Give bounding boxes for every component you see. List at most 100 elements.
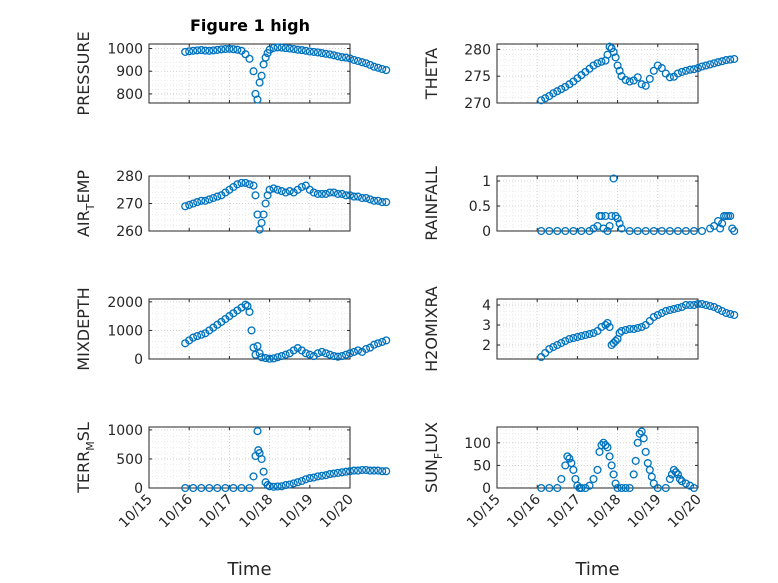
data-point [563,452,572,461]
data-point [181,47,190,56]
data-point [265,354,274,363]
data-point [247,326,256,335]
data-point [633,73,642,82]
data-point [301,46,310,55]
subplot-pressure: 800 900 1000 PRESSURE [74,31,391,116]
data-point [609,470,618,479]
data-point [205,46,214,55]
data-point [265,45,274,54]
data-point [629,324,638,334]
axes-box [148,43,351,104]
y-tick-label: 3 [482,318,491,334]
data-point [333,52,342,61]
data-point [341,467,351,476]
y-axis-label: TERRMSL [74,422,97,494]
data-point [293,45,302,54]
data-point [633,226,642,236]
data-point [297,182,306,192]
data-point [657,226,666,236]
data-point [685,481,695,490]
data-series [181,427,391,493]
y-tick-label: 100 [464,436,491,452]
data-series [537,174,739,236]
data-point [661,483,670,493]
minor-grid [149,299,350,359]
y-tick-label: 0 [134,481,143,497]
data-point [601,320,610,330]
data-point [313,48,322,57]
y-tick-label: 4 [482,298,491,314]
data-point [378,337,387,346]
data-point [181,202,190,211]
x-tick-label: 10/19 [625,492,665,532]
x-tick-label: 10/16 [504,491,544,531]
data-point [685,65,695,74]
data-point [251,191,260,200]
data-point [577,226,586,236]
data-point [229,483,238,493]
data-point [193,198,202,207]
data-point [605,221,614,231]
y-tick-label: 0 [482,224,491,240]
axes-box [148,298,351,360]
data-point [537,483,546,493]
data-series [181,300,391,363]
data-point [665,73,674,82]
data-series [181,178,391,234]
minor-grid [497,44,698,103]
data-point [305,47,314,56]
data-point [657,64,666,73]
data-point [621,483,630,493]
data-point [581,330,590,340]
data-point [382,336,391,345]
data-point [345,467,355,476]
data-point [726,55,735,64]
data-point [569,226,578,236]
data-point [665,305,674,315]
data-point [181,483,190,493]
data-point [309,47,318,56]
data-point [374,196,383,205]
data-point [599,438,608,447]
data-point [716,224,725,233]
y-axis-label: H2OMIXRA [422,286,441,372]
data-point [553,483,562,493]
data-point [378,467,387,476]
data-point [681,300,690,310]
data-point [241,50,250,59]
y-axis-label: MIXDEPTH [74,287,93,370]
data-point [641,320,650,330]
data-point [281,44,290,53]
data-point [249,472,258,481]
x-tick-label: 10/20 [665,492,705,532]
data-point [621,75,630,84]
data-point [625,77,634,86]
data-point [625,324,634,334]
data-point [301,181,310,190]
data-point [370,466,379,475]
subplot-rainfall: 0 0.5 1 RAINFALL [422,166,739,241]
data-point [710,302,719,312]
data-point [362,344,371,354]
axes-box [148,426,351,489]
minor-grid [497,299,698,359]
data-point [615,66,624,75]
plot-area [497,44,698,103]
data-point [671,468,680,477]
data-point [374,63,383,72]
data-point [249,343,258,352]
data-point [545,91,554,101]
plot-area [497,176,698,231]
data-point [641,447,650,456]
subplot-mixdepth: 0 1000 2000 MIXDEPTH [74,287,391,371]
data-point [609,174,618,183]
data-point [649,66,658,75]
data-point [273,185,282,194]
data-point [185,47,194,56]
data-point [382,66,391,75]
data-point [189,46,198,55]
axes-box [496,298,699,360]
data-point [265,482,274,491]
data-point [649,479,658,488]
data-point [217,45,226,54]
